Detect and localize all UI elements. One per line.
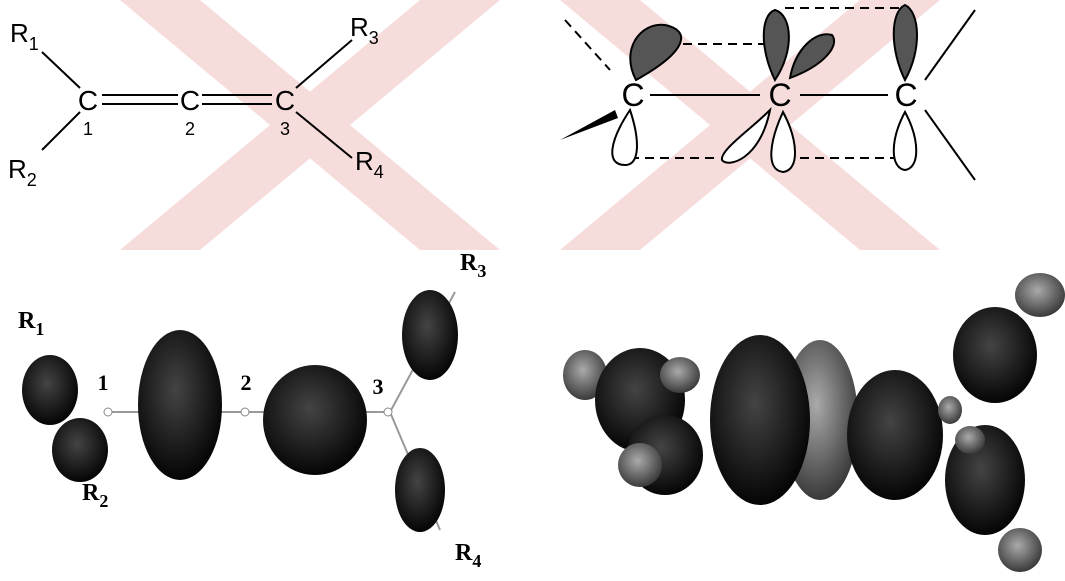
sub-index: 3 [369, 28, 379, 48]
sub-base: R [460, 250, 478, 276]
atom-symbol: C [894, 77, 917, 113]
substituent: R3 [460, 250, 486, 281]
atom-symbol: C [768, 77, 791, 113]
substituent: R2 [82, 480, 108, 511]
isosurface-left: 1 2 3 R1 R2 R3 R4 [18, 250, 486, 571]
substituent: R1 [10, 18, 39, 54]
substituent: R3 [350, 12, 379, 48]
substituent: R1 [18, 308, 44, 339]
sub-base: R [8, 154, 27, 184]
sub-base: R [10, 18, 29, 48]
sub-base: R [350, 12, 369, 42]
substituent: R2 [8, 154, 37, 190]
sub-index: 2 [27, 170, 37, 190]
atom-symbol: C [621, 77, 644, 113]
diagram: C C C 1 2 3 R1 R2 R3 R4 C C C [0, 0, 1065, 581]
sub-index: 1 [35, 319, 44, 339]
atom-number: 3 [373, 374, 384, 399]
substituent: R4 [455, 540, 481, 571]
atom-number: 1 [83, 119, 93, 139]
sub-base: R [18, 308, 36, 334]
sub-base: R [455, 540, 473, 566]
atom-number: 1 [98, 370, 109, 395]
atom-symbol: C [275, 85, 295, 116]
sub-index: 4 [472, 551, 481, 571]
atom-number: 3 [280, 119, 290, 139]
atom-number: 2 [241, 370, 252, 395]
sub-index: 2 [99, 491, 108, 511]
sub-index: 1 [29, 34, 39, 54]
atom-symbol: C [180, 85, 200, 116]
sub-base: R [355, 146, 374, 176]
atom-symbol: C [78, 85, 98, 116]
sub-base: R [82, 480, 100, 506]
atom-number: 2 [185, 119, 195, 139]
sub-index: 3 [477, 261, 486, 281]
sub-index: 4 [374, 162, 384, 182]
isosurface-right [563, 273, 1065, 572]
